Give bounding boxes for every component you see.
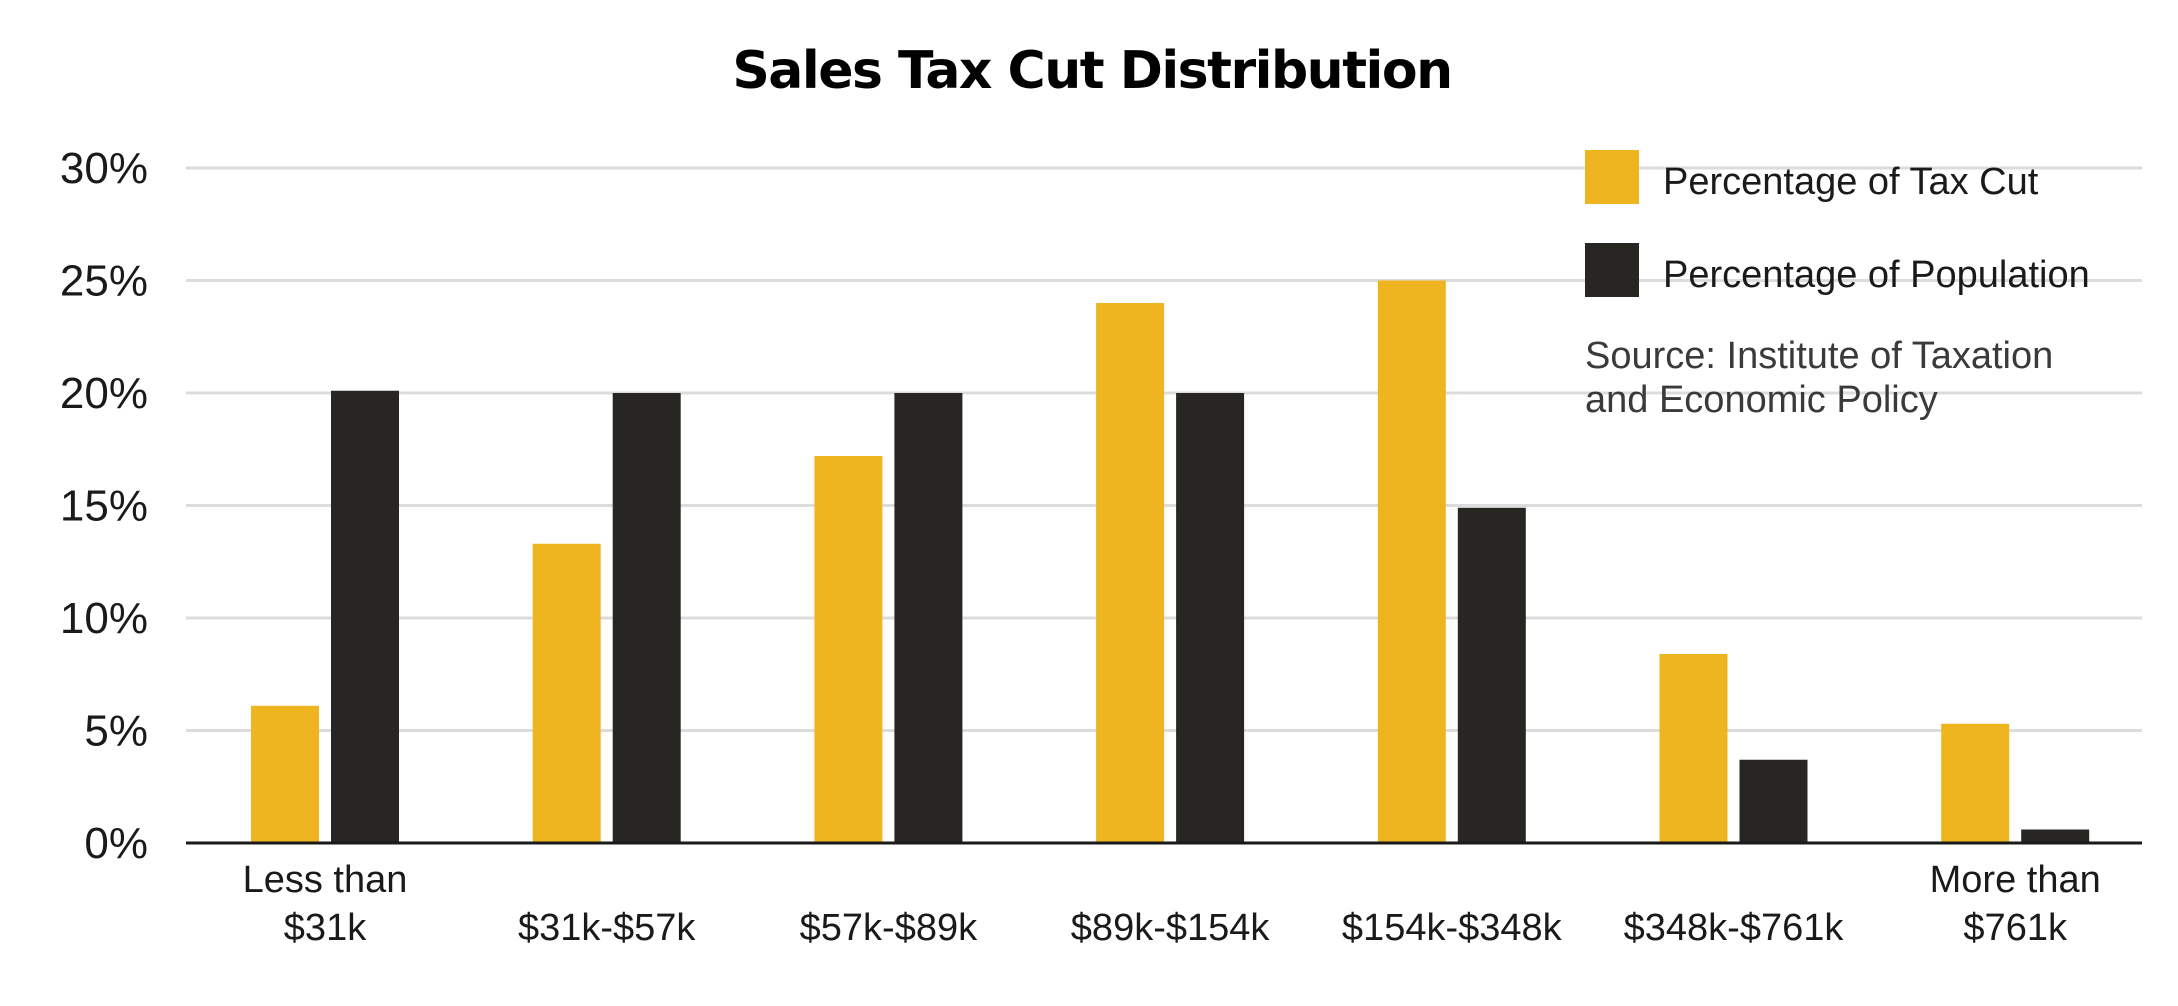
legend-label-1: Percentage of Population bbox=[1663, 254, 2090, 296]
bar-series-1-cat-3 bbox=[1176, 393, 1245, 843]
y-tick-label: 5% bbox=[84, 707, 148, 756]
y-tick-label: 0% bbox=[84, 819, 148, 868]
bar-series-0-cat-1 bbox=[532, 543, 601, 843]
bar-series-1-cat-4 bbox=[1457, 507, 1526, 843]
bar-series-0-cat-2 bbox=[814, 456, 883, 843]
x-axis-ticks: Less than $31k $31k-$57k $57k-$89k $89k-$154… bbox=[243, 859, 2101, 949]
bar-series-0-cat-3 bbox=[1096, 303, 1165, 843]
source-line: Source: Institute of Taxation bbox=[1585, 335, 2053, 377]
x-tick-label: $57k-$89k bbox=[800, 907, 978, 949]
chart-title: Sales Tax Cut Distribution bbox=[732, 41, 1451, 101]
bar-series-1-cat-1 bbox=[612, 393, 681, 843]
x-tick-label: $761k bbox=[1963, 907, 2068, 949]
bars bbox=[251, 280, 2090, 843]
x-tick-label: More than bbox=[1930, 859, 2101, 901]
bar-series-0-cat-5 bbox=[1659, 654, 1728, 843]
y-tick-label: 20% bbox=[60, 369, 148, 418]
legend-swatch-1 bbox=[1585, 243, 1639, 297]
x-tick-label: Less than bbox=[243, 859, 408, 901]
bar-series-0-cat-0 bbox=[251, 705, 319, 843]
x-tick-label: $31k bbox=[284, 907, 367, 949]
x-tick-label: $31k-$57k bbox=[518, 907, 696, 949]
bar-series-1-cat-2 bbox=[894, 393, 963, 843]
x-tick-label: $348k-$761k bbox=[1624, 907, 1845, 949]
x-tick-label: $89k-$154k bbox=[1071, 907, 1271, 949]
bar-series-0-cat-6 bbox=[1941, 723, 2010, 843]
y-tick-label: 15% bbox=[60, 482, 148, 531]
x-tick-label: $154k-$348k bbox=[1342, 907, 1563, 949]
y-tick-label: 30% bbox=[60, 144, 148, 193]
legend: Percentage of Tax Cut Percentage of Popul… bbox=[1585, 150, 2090, 297]
bar-series-1-cat-5 bbox=[1739, 759, 1808, 843]
bar-series-0-cat-4 bbox=[1377, 280, 1446, 843]
bar-series-1-cat-0 bbox=[331, 390, 399, 843]
source-line: and Economic Policy bbox=[1585, 379, 1938, 421]
y-tick-label: 25% bbox=[60, 257, 148, 306]
bar-series-1-cat-6 bbox=[2021, 829, 2090, 843]
legend-swatch-0 bbox=[1585, 150, 1639, 204]
y-tick-label: 10% bbox=[60, 594, 148, 643]
y-axis-ticks: 0% 5% 10% 15% 20% 25% 30% bbox=[60, 144, 148, 868]
legend-label-0: Percentage of Tax Cut bbox=[1663, 161, 2039, 203]
